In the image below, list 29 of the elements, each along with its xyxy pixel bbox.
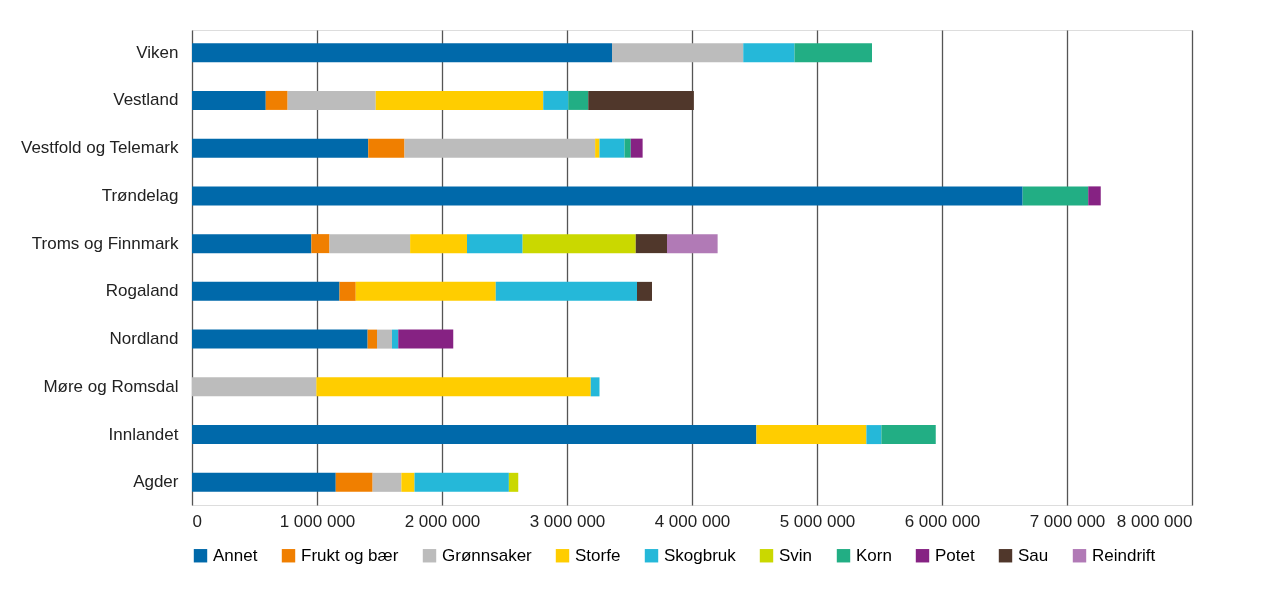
legend-label: Frukt og bær — [301, 545, 399, 565]
y-tick-label: Trøndelag — [101, 185, 179, 205]
x-tick-label: 3 000 000 — [529, 511, 606, 531]
y-tick-label: Rogaland — [105, 281, 179, 301]
x-tick-label: 5 000 000 — [779, 511, 856, 531]
x-tick-label: 0 — [192, 511, 202, 531]
x-tick-label: 1 000 000 — [279, 511, 356, 531]
x-tick-label: 7 000 000 — [1029, 511, 1106, 531]
y-tick-label: Viken — [136, 42, 179, 62]
y-tick-label: Innlandet — [108, 424, 179, 444]
legend-label: Svin — [779, 545, 813, 565]
y-tick-label: Vestland — [113, 90, 179, 110]
x-tick-label: 2 000 000 — [404, 511, 481, 531]
legend-label: Annet — [213, 545, 258, 565]
x-tick-label: 4 000 000 — [654, 511, 731, 531]
legend-label: Korn — [856, 545, 892, 565]
y-tick-label: Møre og Romsdal — [43, 376, 179, 396]
x-tick-label: 8 000 000 — [1116, 511, 1193, 531]
y-tick-label: Nordland — [109, 329, 179, 349]
y-tick-label: Vestfold og Telemark — [21, 138, 179, 158]
y-tick-label: Troms og Finnmark — [31, 233, 179, 253]
y-tick-label: Agder — [133, 472, 179, 492]
legend-label: Reindrift — [1092, 545, 1156, 565]
legend-label: Storfe — [575, 545, 621, 565]
x-tick-label: 6 000 000 — [904, 511, 981, 531]
legend-label: Grønnsaker — [442, 545, 533, 565]
legend-label: Skogbruk — [664, 545, 737, 565]
legend-label: Potet — [935, 545, 975, 565]
legend-label: Sau — [1018, 545, 1049, 565]
